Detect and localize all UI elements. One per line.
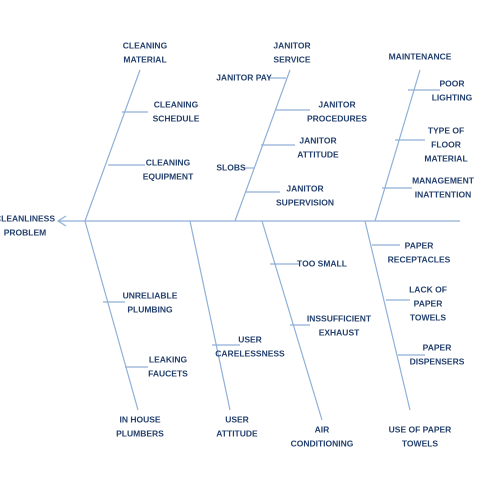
cause-label: SCHEDULE bbox=[153, 113, 200, 123]
cause-label: RECEPTACLES bbox=[388, 254, 451, 264]
cause-label: ATTITUDE bbox=[297, 149, 339, 159]
cause-label: INSSUFFICIENT bbox=[307, 313, 372, 323]
category-label: TOWELS bbox=[402, 438, 439, 448]
effect-label: PROBLEM bbox=[4, 227, 47, 237]
category-label: MATERIAL bbox=[123, 54, 166, 64]
cause-label: DISPENSERS bbox=[410, 356, 465, 366]
cause-label: INATTENTION bbox=[415, 189, 472, 199]
category-label: PLUMBERS bbox=[116, 428, 164, 438]
cause-label: SLOBS bbox=[216, 162, 246, 172]
cause-label: CLEANING bbox=[146, 157, 191, 167]
cause-label: PAPER bbox=[405, 240, 434, 250]
cause-label: LIGHTING bbox=[432, 92, 473, 102]
category-label: USER bbox=[225, 414, 249, 424]
cause-label: TYPE OF bbox=[428, 125, 464, 135]
category-bone bbox=[261, 220, 323, 421]
arrow-head bbox=[56, 215, 67, 227]
cause-label: JANITOR PAY bbox=[216, 72, 272, 82]
cause-label: TOO SMALL bbox=[297, 258, 347, 268]
cause-label: EQUIPMENT bbox=[143, 171, 194, 181]
category-label: CLEANING bbox=[123, 40, 168, 50]
category-label: IN HOUSE bbox=[119, 414, 160, 424]
category-label: SERVICE bbox=[273, 54, 310, 64]
category-label: ATTITUDE bbox=[216, 428, 258, 438]
category-label: USE OF PAPER bbox=[389, 424, 452, 434]
cause-label: POOR bbox=[439, 78, 464, 88]
cause-label: FAUCETS bbox=[148, 368, 188, 378]
category-label: AIR bbox=[315, 424, 330, 434]
cause-label: PAPER bbox=[423, 342, 452, 352]
cause-label: MANAGEMENT bbox=[412, 175, 475, 185]
cause-label: JANITOR bbox=[299, 135, 336, 145]
effect-label: CLEANLINESS bbox=[0, 213, 55, 223]
cause-label: PROCEDURES bbox=[307, 113, 367, 123]
category-label: CONDITIONING bbox=[291, 438, 354, 448]
cause-label: JANITOR bbox=[318, 99, 355, 109]
cause-label: CLEANING bbox=[154, 99, 199, 109]
cause-label: LACK OF bbox=[409, 284, 447, 294]
category-label: MAINTENANCE bbox=[389, 51, 452, 61]
cause-label: TOWELS bbox=[410, 312, 447, 322]
category-bone bbox=[374, 69, 421, 222]
category-bone bbox=[84, 220, 139, 411]
cause-label: FLOOR bbox=[431, 139, 461, 149]
cause-label: MATERIAL bbox=[424, 153, 467, 163]
cause-label: LEAKING bbox=[149, 354, 188, 364]
category-bone bbox=[364, 220, 411, 411]
cause-label: PLUMBING bbox=[127, 304, 173, 314]
cause-label: JANITOR bbox=[286, 183, 323, 193]
cause-label: CARELESSNESS bbox=[215, 348, 285, 358]
cause-label: EXHAUST bbox=[319, 327, 360, 337]
cause-label: PAPER bbox=[414, 298, 443, 308]
category-bone bbox=[84, 69, 141, 222]
category-label: JANITOR bbox=[273, 40, 310, 50]
category-bone bbox=[189, 220, 231, 411]
cause-label: UNRELIABLE bbox=[123, 290, 178, 300]
cause-label: USER bbox=[238, 334, 262, 344]
cause-label: SUPERVISION bbox=[276, 197, 334, 207]
